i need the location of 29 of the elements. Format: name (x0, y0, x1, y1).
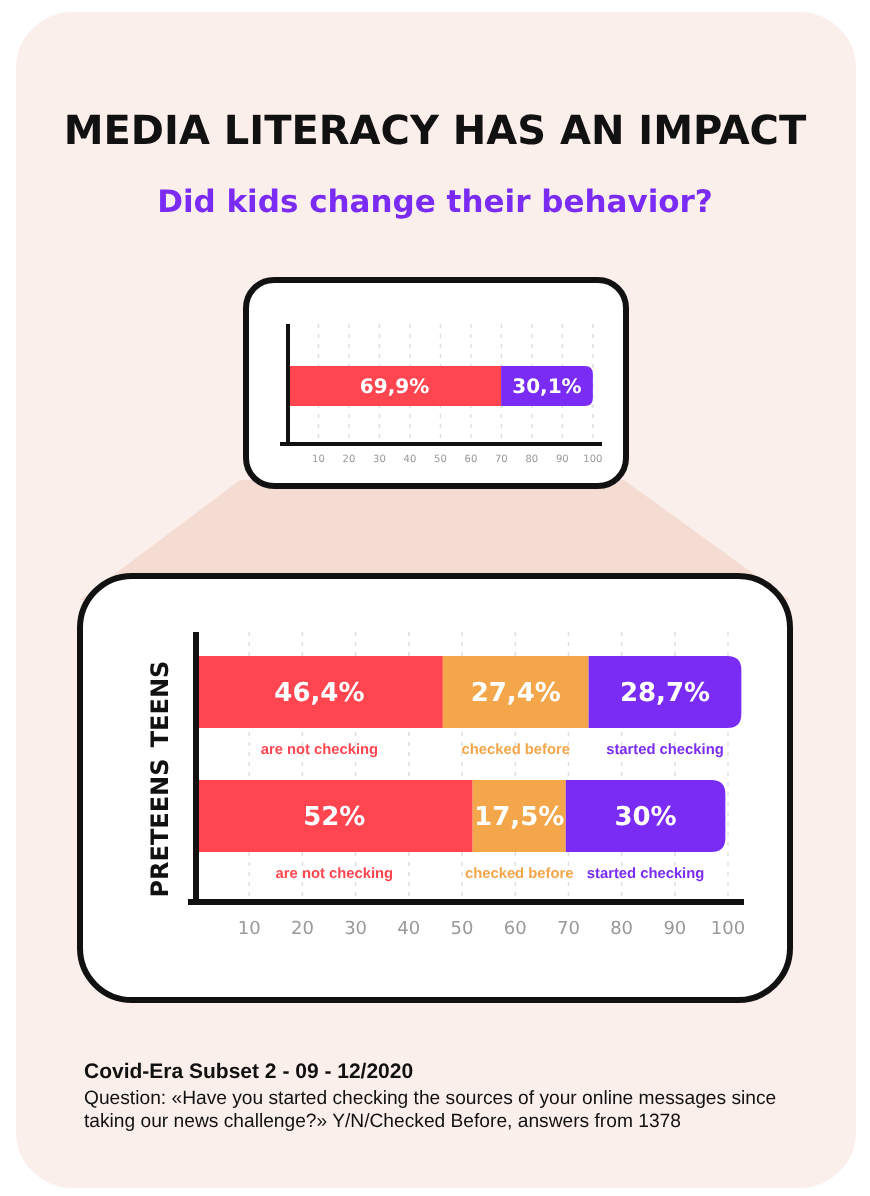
text: Covid-Era Subset 2 - 09 - 12/2020 (84, 1060, 414, 1084)
x-tick-label: 60 (503, 920, 528, 940)
data-label: 46,4% (274, 679, 365, 710)
x-tick-label: 80 (610, 920, 634, 940)
data-label: 17,5% (474, 803, 565, 834)
data-label: 28,7% (619, 679, 711, 710)
data-label: 27,4% (470, 679, 561, 710)
data-label: 30% (614, 803, 677, 834)
data-label: 52% (303, 803, 366, 834)
x-tick-label: 100 (710, 920, 746, 940)
bar (588, 656, 742, 728)
y-tick-label: TEENS (146, 660, 174, 748)
bar (565, 780, 726, 852)
x-tick-label: 10 (237, 920, 262, 940)
x-tick-label: 50 (450, 920, 475, 940)
y-tick-label: PRETEENS (146, 758, 174, 898)
bar (196, 656, 443, 728)
x-tick-label: 70 (556, 920, 581, 940)
x-tick-label: 90 (663, 920, 687, 940)
data-label: 69,9% (359, 377, 430, 399)
bar (196, 780, 473, 852)
data-label: 30,1% (512, 377, 582, 399)
x-tick-label: 20 (290, 920, 315, 940)
x-tick-label: 40 (397, 920, 421, 940)
text: Question: «Have you started checking the sources of your online messages since taking our news challenge?» Y/N/Checked Before, answers from 1378 (84, 1088, 777, 1133)
chart-title: MEDIA LITERACY HAS AN IMPACT (63, 106, 807, 154)
x-tick-label: 30 (344, 920, 368, 940)
chart-subtitle: Did kids change their behavior? (157, 184, 713, 220)
bar (442, 656, 589, 728)
